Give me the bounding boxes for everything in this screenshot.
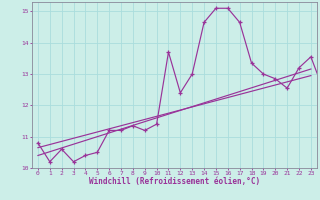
X-axis label: Windchill (Refroidissement éolien,°C): Windchill (Refroidissement éolien,°C)	[89, 177, 260, 186]
